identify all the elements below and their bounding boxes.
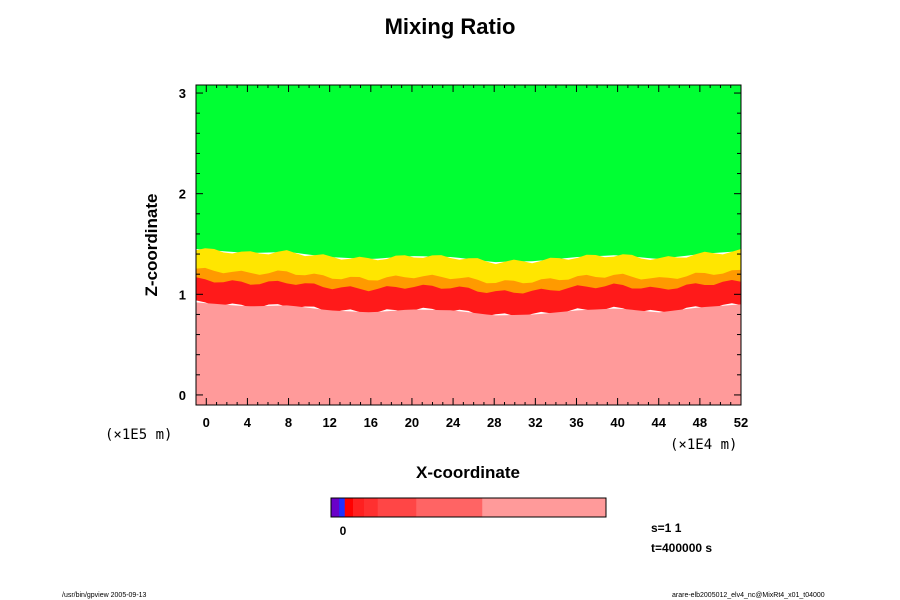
x-tick-label: 24 [446, 415, 461, 430]
colorbar-segment [344, 498, 354, 517]
x-tick-label: 52 [734, 415, 748, 430]
x-tick-label: 40 [610, 415, 624, 430]
info-t: t=400000 s [651, 541, 712, 555]
y-axis-unit: (×1E5 m) [105, 427, 172, 443]
x-tick-label: 20 [405, 415, 419, 430]
y-tick-label: 2 [179, 187, 186, 202]
x-tick-label: 32 [528, 415, 542, 430]
x-tick-label: 48 [693, 415, 707, 430]
colorbar-segment [364, 498, 379, 517]
colorbar-segment [353, 498, 365, 517]
x-tick-label: 4 [244, 415, 252, 430]
layer-transition-yellow [196, 248, 741, 288]
chart-title: Mixing Ratio [384, 14, 516, 39]
layer-strong-red [196, 277, 741, 317]
colorbar [331, 498, 607, 517]
colorbar-segment [339, 498, 346, 517]
x-axis-unit: (×1E4 m) [670, 437, 737, 453]
colorbar-segment [482, 498, 607, 517]
axis-ticks [195, 85, 742, 405]
x-tick-label: 16 [364, 415, 378, 430]
x-axis-title: X-coordinate [416, 463, 520, 482]
colorbar-segment [377, 498, 417, 517]
footer-left: /usr/bin/gpview 2005-09-13 [62, 592, 147, 599]
info-s: s=1 1 [651, 521, 682, 535]
layer-lower [196, 302, 741, 405]
x-tick-label: 36 [569, 415, 583, 430]
y-tick-label: 0 [179, 388, 186, 403]
footer-right: arare-elb2005012_elv4_nc@MixRt4_x01_t040… [672, 592, 825, 599]
y-tick-label: 1 [179, 287, 186, 302]
x-tick-label: 8 [285, 415, 292, 430]
y-axis-title: Z-coordinate [142, 194, 161, 297]
y-tick-label: 3 [179, 86, 186, 101]
colorbar-tick-label: 0 [340, 524, 347, 538]
x-tick-label: 28 [487, 415, 501, 430]
plot-frame [195, 84, 742, 406]
colorbar-segment [331, 498, 340, 517]
colorbar-frame [330, 497, 607, 518]
colorbar-segment [416, 498, 483, 517]
x-tick-label: 44 [652, 415, 667, 430]
x-tick-label: 12 [322, 415, 336, 430]
layer-upper [196, 85, 741, 263]
x-tick-label: 0 [203, 415, 210, 430]
plot-area [196, 85, 741, 405]
